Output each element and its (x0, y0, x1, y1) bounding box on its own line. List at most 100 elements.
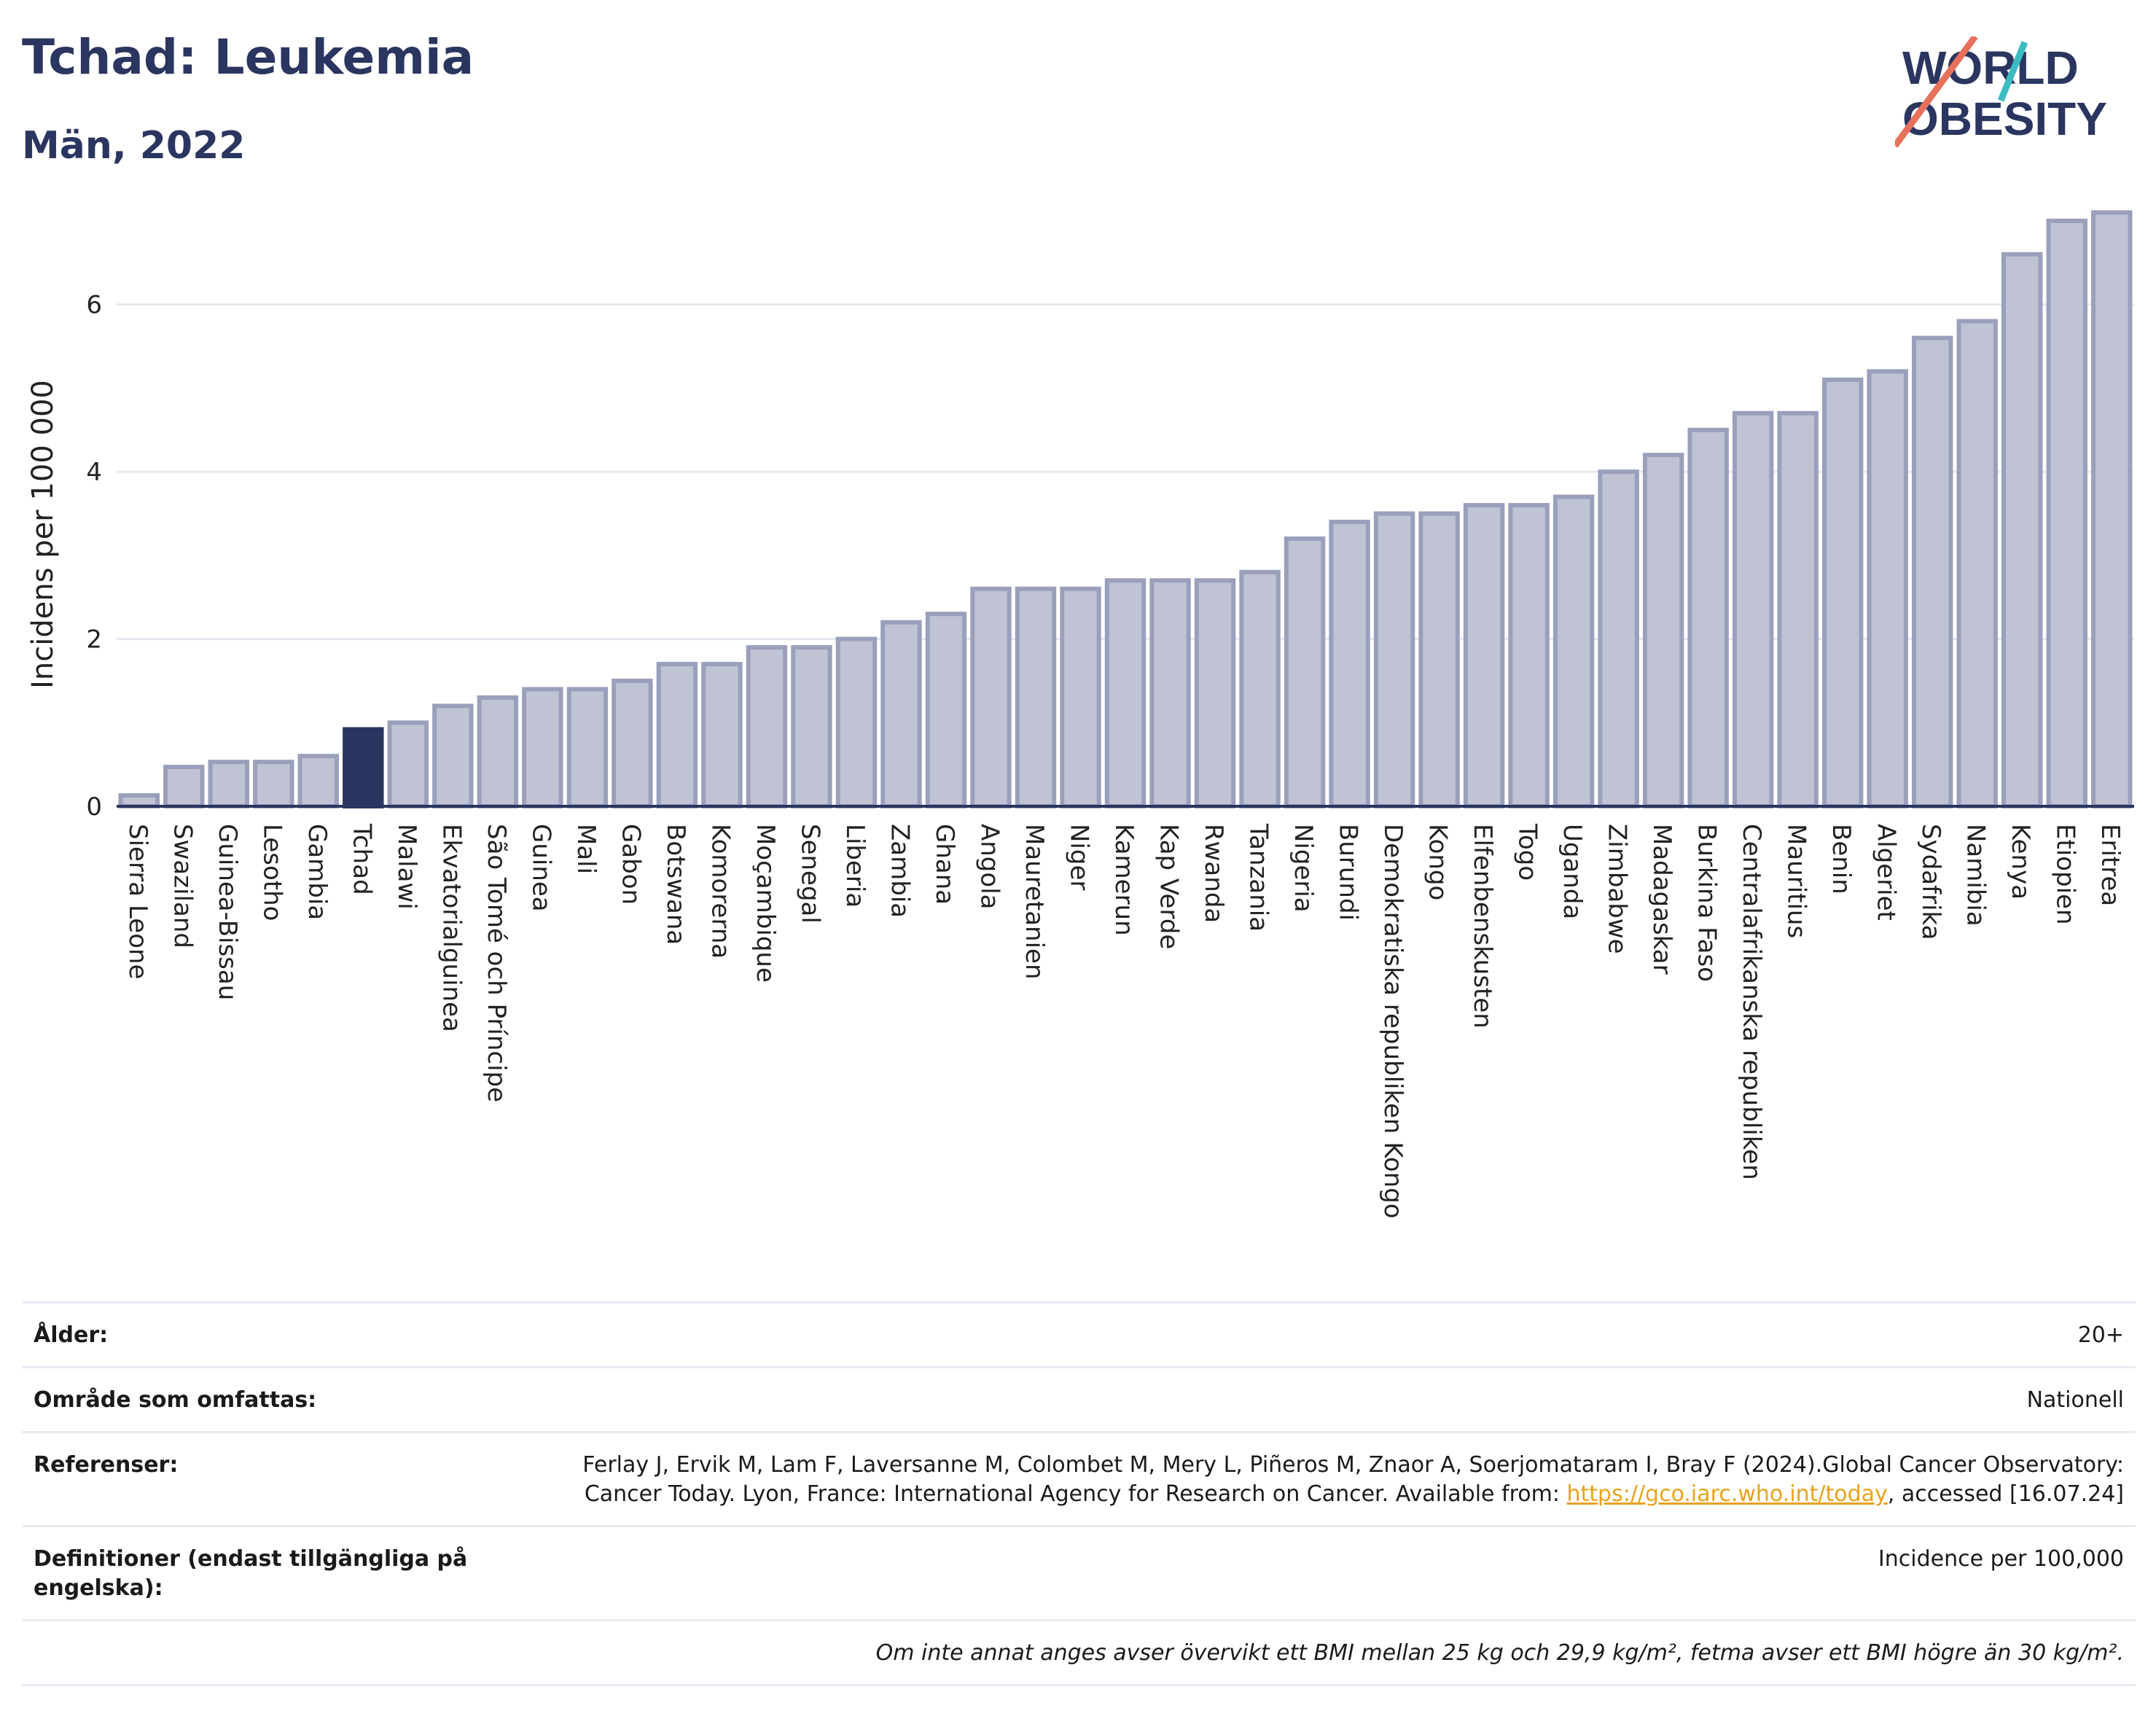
x-tick-label: Mauretanien (1020, 824, 1049, 980)
age-value: 20+ (2077, 1322, 2124, 1348)
bar-mali (566, 687, 609, 809)
meta-row-definitions: Definitioner (endast tillgängliga på eng… (22, 1525, 2136, 1619)
y-axis-label: Incidens per 100 000 (26, 380, 60, 689)
x-tick-label: Eritrea (2096, 824, 2125, 906)
area-label: Område som omfattas: (34, 1387, 317, 1413)
x-tick-label: Guinea-Bissau (213, 824, 242, 1000)
bar-mauritius (1777, 410, 1819, 808)
world-obesity-logo: WORLD OBESITY (1895, 36, 2107, 148)
bar-lesotho (253, 760, 294, 809)
x-tick-label: Zambia (885, 824, 914, 918)
bar-etiopien (2046, 218, 2087, 808)
x-tick-label: Malawi (392, 824, 421, 910)
x-tick-label: Rwanda (1199, 824, 1228, 923)
note-spacer (34, 1639, 500, 1668)
x-tick-label: Swaziland (168, 824, 197, 948)
x-tick-label: Tchad (347, 823, 376, 895)
bar-burkina-faso (1687, 427, 1729, 808)
x-tick-label: Madagaskar (1647, 824, 1676, 975)
bar-guinea (522, 687, 563, 809)
meta-row-references: Referenser: Ferlay J, Ervik M, Lam F, La… (22, 1431, 2136, 1525)
definitions-label: Definitioner (endast tillgängliga på eng… (34, 1546, 468, 1601)
x-tick-label: Niger (1064, 824, 1093, 890)
x-tick-label: Burundi (1334, 824, 1363, 921)
bar-swaziland (163, 765, 205, 809)
x-tick-label: Sierra Leone (123, 824, 152, 979)
bar-gabon (612, 678, 653, 809)
bar-malawi (387, 720, 429, 808)
bar-rwanda (1194, 578, 1236, 808)
y-tick-label: 0 (86, 792, 102, 822)
bar-zambia (880, 620, 922, 808)
x-tick-label: Demokratiska republiken Kongo (1378, 824, 1407, 1219)
x-tick-label: Angola (975, 824, 1004, 909)
bar-senegal (791, 645, 832, 808)
page-subtitle: Män, 2022 (22, 124, 246, 168)
x-tick-label: Kenya (2006, 824, 2035, 900)
bar-kap-verde (1149, 578, 1191, 808)
bar-mo-ambique (746, 645, 788, 808)
y-axis-ticks: 0 2 4 6 (86, 291, 102, 822)
bar-ekvatorialguinea (432, 703, 474, 808)
x-tick-label: Ghana (930, 824, 959, 905)
x-tick-label: Togo (1513, 823, 1542, 881)
x-tick-label: Tanzania (1244, 823, 1273, 932)
y-tick-label: 2 (86, 625, 102, 655)
x-tick-label: Sydafrika (1916, 824, 1945, 940)
meta-row-age: Ålder: 20+ (22, 1301, 2136, 1366)
bar-sydafrika (1911, 335, 1953, 808)
x-tick-label: Guinea (526, 824, 555, 912)
bars (118, 210, 2133, 809)
x-tick-label: Komorerna (706, 824, 735, 959)
x-tick-label: Senegal (795, 824, 824, 924)
bar-togo (1508, 503, 1550, 808)
x-tick-label: Burkina Faso (1692, 824, 1722, 982)
bar-mauretanien (1015, 586, 1057, 808)
bar-kenya (2001, 252, 2043, 809)
bar-ghana (925, 612, 967, 809)
x-tick-label: Mauritius (1782, 824, 1811, 938)
bar-zimbabwe (1598, 469, 1639, 808)
x-tick-label: Kap Verde (1155, 824, 1184, 949)
x-tick-label: Etiopien (2051, 824, 2080, 925)
x-tick-label: Zimbabwe (1603, 824, 1632, 954)
bar-gambia (297, 754, 340, 808)
bar-komorerna (701, 661, 743, 808)
bar-guinea-bissau (208, 760, 249, 809)
logo-line1: WORLD (1902, 42, 2079, 94)
references-value: Ferlay J, Ervik M, Lam F, Laversanne M, … (500, 1451, 2124, 1509)
x-tick-label: Namibia (1961, 824, 1991, 927)
age-label: Ålder: (34, 1322, 109, 1348)
x-tick-label: Lesotho (257, 824, 286, 921)
references-text: Ferlay J, Ervik M, Lam F, Laversanne M, … (582, 1452, 2124, 1507)
bar-kongo (1418, 511, 1460, 808)
bar-angola (970, 586, 1012, 808)
bar-botswana (656, 661, 698, 808)
x-axis-labels: Sierra Leone Swaziland Guinea-Bissau Lesoth… (123, 823, 2125, 1219)
x-tick-label: Elfenbenskusten (1468, 824, 1497, 1029)
bar-benin (1821, 377, 1864, 808)
x-tick-label: Benin (1827, 824, 1856, 894)
meta-row-note: Om inte annat anges avser övervikt ett B… (22, 1619, 2136, 1686)
logo-slash-lower (1895, 36, 1978, 148)
bar-namibia (1956, 319, 1998, 809)
x-tick-label: Gambia (302, 824, 332, 920)
bar-elfenbenskusten (1463, 503, 1505, 808)
bar-tchad (343, 727, 384, 809)
bar-niger (1060, 586, 1101, 808)
x-tick-label: Moçambique (751, 824, 780, 983)
bmi-note: Om inte annat anges avser övervikt ett B… (875, 1640, 2124, 1666)
x-tick-label: Ekvatorialguinea (437, 824, 466, 1032)
bar-liberia (835, 636, 878, 808)
x-tick-label: Liberia (840, 824, 870, 908)
x-tick-label: Algeriet (1872, 824, 1901, 921)
y-tick-label: 4 (86, 458, 102, 487)
x-tick-label: Kongo (1423, 824, 1453, 900)
x-tick-label: Uganda (1558, 824, 1587, 919)
bar-eritrea (2091, 210, 2133, 808)
logo-line2: OBESITY (1902, 93, 2107, 145)
x-tick-label: Botswana (661, 824, 690, 945)
bar-demokratiska-republiken-kongo (1373, 511, 1415, 808)
references-link[interactable]: https://gco.iarc.who.int/today (1566, 1481, 1888, 1507)
bar-sierra-leone (118, 793, 160, 808)
